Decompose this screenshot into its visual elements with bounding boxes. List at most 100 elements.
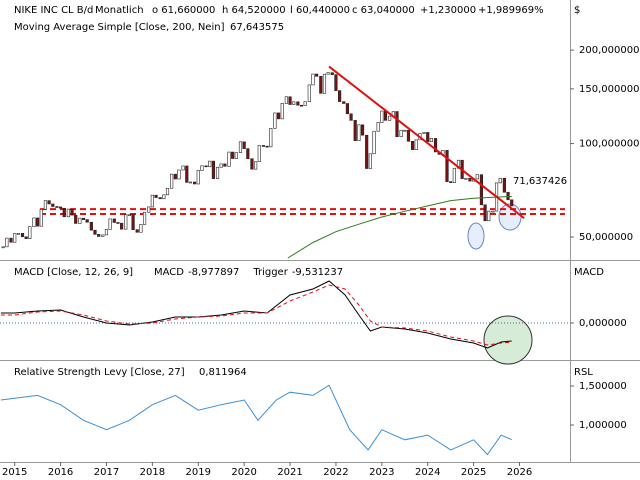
candle [170, 173, 174, 189]
candle [487, 210, 491, 222]
series-name: Moving Average Simple [Close, 200, Nein] [14, 22, 225, 33]
candle [234, 152, 238, 159]
x-tick-label: 2021 [277, 467, 302, 478]
candle [104, 229, 109, 236]
candle [85, 219, 89, 223]
candle [319, 75, 323, 94]
candle [388, 115, 392, 121]
series-name: Trigger [252, 267, 288, 278]
candle [193, 181, 197, 185]
candle [24, 236, 28, 239]
candle [276, 112, 281, 120]
candle [311, 73, 315, 86]
candle [135, 229, 139, 233]
candle [357, 124, 361, 141]
quote: h 64,520000 [222, 5, 286, 16]
candle [185, 165, 189, 183]
candle [399, 129, 403, 138]
candle [108, 218, 112, 230]
x-tick-label: 2023 [369, 467, 394, 478]
candle [491, 210, 495, 213]
candle [16, 233, 20, 235]
candle [326, 72, 330, 75]
candle [1, 246, 5, 249]
candle [464, 177, 468, 180]
x-tick-label: 2026 [507, 467, 532, 478]
candle [120, 222, 124, 230]
candle [93, 229, 97, 235]
candle [406, 129, 411, 142]
candle [452, 167, 456, 183]
y-axis-label: MACD [574, 267, 604, 278]
candle [177, 169, 181, 180]
candle [299, 104, 304, 107]
candle [28, 226, 32, 239]
series-last-label: -9,531237 [292, 267, 343, 278]
candle [9, 237, 13, 243]
series-line [0, 280, 512, 349]
y-tick-label: 50,000000 [579, 232, 633, 243]
candle [479, 174, 484, 206]
candle [74, 214, 78, 224]
candle [43, 200, 48, 210]
candle [204, 165, 208, 168]
candle [360, 124, 365, 136]
panel-title: Relative Strength Levy [Close, 27] [14, 367, 185, 378]
candle [219, 163, 223, 168]
candle [426, 132, 430, 142]
candle [322, 73, 327, 94]
y-tick-label: 200,000000 [579, 45, 639, 56]
candle [307, 84, 311, 102]
candle [196, 170, 200, 185]
candle [502, 177, 506, 193]
candle [13, 233, 17, 243]
candle [345, 103, 350, 115]
candle [433, 138, 438, 153]
candle [112, 218, 116, 223]
candle [55, 206, 59, 208]
candle [372, 130, 376, 155]
candle [510, 199, 514, 207]
candle [254, 161, 258, 170]
candle [173, 173, 177, 180]
x-tick-label: 2016 [48, 467, 73, 478]
candle [468, 177, 472, 182]
candle [338, 90, 342, 102]
candle [250, 158, 254, 170]
highlight-circle [483, 315, 533, 365]
candle [154, 194, 158, 198]
candle [273, 112, 277, 129]
candle [147, 206, 151, 213]
candle [142, 211, 147, 225]
x-tick-label: 2025 [461, 467, 486, 478]
period: Monatlich [95, 5, 144, 16]
candle [5, 237, 9, 248]
candle [303, 101, 307, 106]
candle [200, 165, 204, 171]
candle [131, 214, 135, 230]
candle [506, 191, 510, 201]
candle [223, 163, 227, 167]
candle [296, 101, 300, 106]
x-tick-label: 2019 [186, 467, 211, 478]
candle [62, 207, 66, 218]
candle [231, 151, 235, 159]
candle [211, 160, 215, 179]
x-tick-label: 2017 [94, 467, 119, 478]
candle [414, 139, 418, 150]
candle [342, 101, 346, 104]
candle [330, 72, 334, 75]
series-last-label: 67,643575 [230, 22, 284, 33]
candle [445, 150, 449, 182]
candle [39, 209, 43, 227]
x-tick-label: 2022 [323, 467, 348, 478]
candle [227, 151, 231, 167]
candle [284, 96, 288, 104]
candle [70, 208, 74, 216]
candle [261, 145, 266, 147]
quote: l 60,440000 [290, 5, 350, 16]
candle [101, 234, 105, 237]
candle [158, 197, 162, 200]
candle [429, 138, 433, 142]
